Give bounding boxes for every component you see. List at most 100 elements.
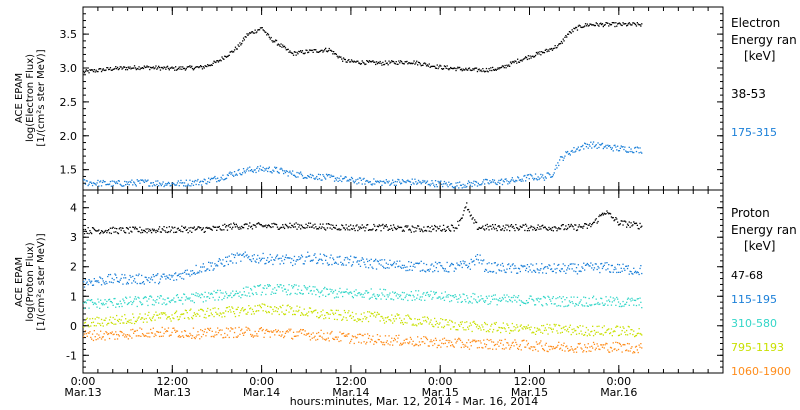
electron-y-axis-label-line: ACE EPAM (14, 73, 25, 123)
electron-175-315-point (511, 177, 513, 179)
proton-1060-1900-point (634, 351, 636, 354)
proton-47-68-point (247, 228, 249, 230)
electron-38-53-point (110, 69, 112, 71)
proton-47-68-point (557, 228, 559, 230)
proton-1060-1900-point (142, 334, 145, 336)
electron-38-53-point (340, 56, 342, 58)
electron-175-315-point (308, 176, 311, 178)
proton-795-1193-point (585, 326, 588, 329)
proton-115-195-point (576, 273, 579, 275)
proton-310-580-point (212, 296, 214, 299)
electron-38-53-point (480, 69, 482, 71)
proton-1060-1900-point (493, 344, 496, 347)
proton-795-1193-point (189, 309, 191, 311)
proton-47-68-point (636, 224, 638, 226)
proton-1060-1900-point (250, 333, 252, 336)
proton-310-580-point (301, 293, 304, 295)
proton-47-68-point (513, 227, 515, 229)
electron-38-53-point (571, 29, 573, 31)
proton-310-580-point (568, 300, 571, 302)
proton-795-1193-point (336, 318, 338, 321)
proton-310-580-point (325, 295, 327, 297)
proton-115-195-point (519, 270, 521, 273)
proton-310-580-point (559, 305, 562, 307)
proton-115-195-point (436, 263, 438, 265)
electron-38-53-point (207, 64, 209, 66)
proton-310-580-point (561, 301, 563, 303)
proton-310-580-point (403, 292, 405, 294)
proton-115-195-point (580, 270, 582, 273)
electron-175-315-point (304, 176, 306, 179)
electron-175-315-point (565, 151, 567, 153)
proton-310-580-point (294, 292, 296, 295)
proton-795-1193-point (583, 334, 585, 336)
proton-47-68-point (521, 226, 523, 228)
proton-115-195-point (617, 263, 619, 266)
proton-795-1193-point (166, 318, 168, 320)
proton-795-1193-point (412, 323, 414, 325)
electron-38-53-point (477, 69, 479, 71)
proton-47-68-point (551, 226, 554, 229)
proton-47-68-point (543, 226, 546, 228)
electron-175-315-point (205, 182, 207, 185)
electron-38-53-point (314, 49, 316, 51)
electron-38-53-point (562, 38, 564, 40)
proton-1060-1900-point (137, 335, 139, 337)
electron-38-53-point (147, 66, 149, 68)
electron-38-53-point (566, 36, 568, 38)
proton-795-1193-point (511, 322, 513, 325)
proton-115-195-point (446, 261, 448, 264)
proton-795-1193-point (344, 311, 346, 314)
electron-175-315-point (357, 178, 359, 180)
electron-38-53-point (347, 59, 349, 62)
electron-38-53-point (379, 60, 381, 63)
electron-175-315-point (482, 181, 484, 183)
electron-175-315-point (129, 180, 131, 183)
electron-175-315-point (237, 169, 239, 172)
proton-310-580-point (464, 299, 466, 301)
proton-115-195-point (200, 266, 202, 268)
proton-1060-1900-point (183, 336, 185, 338)
proton-1060-1900-point (259, 327, 262, 330)
electron-38-53-point (580, 26, 582, 28)
proton-47-68-point (112, 226, 114, 228)
proton-310-580-point (305, 287, 307, 289)
proton-310-580-point (577, 304, 579, 306)
proton-115-195-point (469, 268, 471, 270)
electron-175-315-point (343, 177, 346, 179)
proton-115-195-point (301, 256, 304, 258)
electron-38-53-point (547, 49, 549, 51)
electron-38-53-point (134, 67, 137, 69)
electron-38-53-point (450, 66, 452, 69)
proton-795-1193-point (359, 319, 362, 321)
proton-47-68-point (137, 230, 139, 233)
proton-795-1193-point (323, 318, 325, 320)
proton-47-68-point (131, 231, 133, 233)
proton-115-195-point (269, 253, 271, 256)
proton-47-68-point (132, 226, 134, 228)
electron-175-315-point (488, 183, 490, 185)
electron-175-315-point (227, 174, 229, 177)
proton-series-115-195 (83, 251, 643, 288)
proton-795-1193-point (184, 309, 187, 311)
electron-175-315-point (636, 146, 638, 148)
proton-310-580-point (318, 296, 321, 298)
proton-47-68-point (596, 222, 598, 224)
proton-1060-1900-point (238, 326, 240, 329)
proton-310-580-point (344, 291, 346, 293)
proton-47-68-point (427, 225, 429, 228)
proton-795-1193-point (152, 316, 154, 318)
proton-795-1193-point (428, 323, 430, 325)
proton-47-68-point (459, 220, 461, 222)
proton-47-68-point (609, 213, 612, 215)
proton-1060-1900-point (520, 349, 522, 351)
proton-115-195-point (434, 270, 436, 272)
proton-47-68-point (443, 228, 446, 230)
proton-1060-1900-point (448, 342, 450, 344)
electron-38-53-point (243, 39, 245, 41)
proton-47-68-point (85, 230, 87, 233)
proton-1060-1900-point (582, 351, 584, 353)
proton-310-580-point (416, 297, 418, 299)
proton-310-580-point (267, 285, 270, 287)
electron-175-315-point (342, 178, 344, 180)
